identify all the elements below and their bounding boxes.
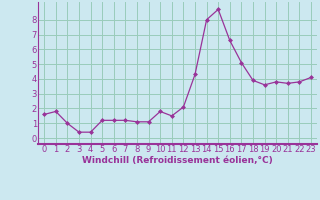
X-axis label: Windchill (Refroidissement éolien,°C): Windchill (Refroidissement éolien,°C) [82, 156, 273, 165]
